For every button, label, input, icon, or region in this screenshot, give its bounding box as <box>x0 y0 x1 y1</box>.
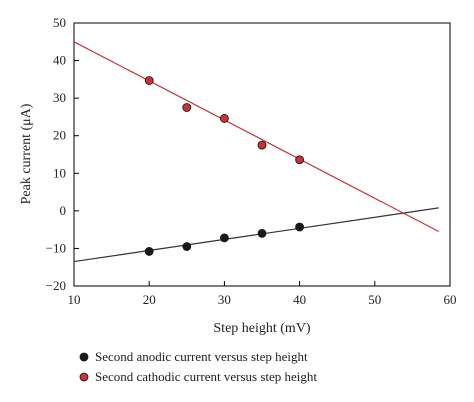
x-axis-label: Step height (mV) <box>213 321 311 336</box>
data-point-anodic <box>182 242 192 251</box>
x-tick-label: 20 <box>143 292 156 307</box>
data-point-cathodic <box>219 114 229 123</box>
data-point-anodic <box>295 222 305 232</box>
legend: Second anodic current versus step height… <box>79 349 317 384</box>
fit-line-cathodic <box>73 41 439 233</box>
x-tick-label: 10 <box>68 292 81 307</box>
x-tick-label: 30 <box>218 292 231 307</box>
legend-marker-anodic <box>79 352 89 362</box>
data-point-anodic <box>144 247 154 256</box>
y-axis-label: Peak current (μA) <box>19 103 34 204</box>
y-tick-label: 50 <box>53 15 66 30</box>
y-tick-label: 10 <box>53 165 66 180</box>
x-axis-ticks: 10 20 30 40 50 60 <box>68 281 457 307</box>
plot-area: 10 20 30 40 50 60 −20 −10 0 10 20 30 40 50 <box>46 15 457 307</box>
legend-label-anodic: Second anodic current versus step height <box>95 349 308 364</box>
y-axis-ticks: −20 −10 0 10 20 30 40 50 <box>46 15 79 293</box>
y-tick-label: 30 <box>53 90 66 105</box>
legend-label-cathodic: Second cathodic current versus step heig… <box>95 369 317 384</box>
y-tick-label: 40 <box>53 53 66 68</box>
data-point-anodic <box>219 233 229 243</box>
plot-frame <box>73 22 451 287</box>
x-tick-label: 40 <box>293 292 306 307</box>
fit-lines <box>73 41 439 263</box>
y-tick-label: 0 <box>60 203 67 218</box>
y-tick-label: −20 <box>46 278 66 293</box>
data-point-anodic <box>257 228 267 238</box>
y-tick-label: 20 <box>53 128 66 143</box>
x-tick-label: 60 <box>444 292 457 307</box>
y-tick-label: −10 <box>46 240 66 255</box>
legend-marker-cathodic <box>79 372 89 382</box>
data-points <box>144 76 305 256</box>
data-point-cathodic <box>144 76 154 85</box>
x-tick-label: 50 <box>368 292 381 307</box>
fit-line-anodic <box>73 207 439 263</box>
data-point-cathodic <box>257 140 267 150</box>
data-point-cathodic <box>295 155 305 165</box>
data-point-cathodic <box>182 103 192 112</box>
